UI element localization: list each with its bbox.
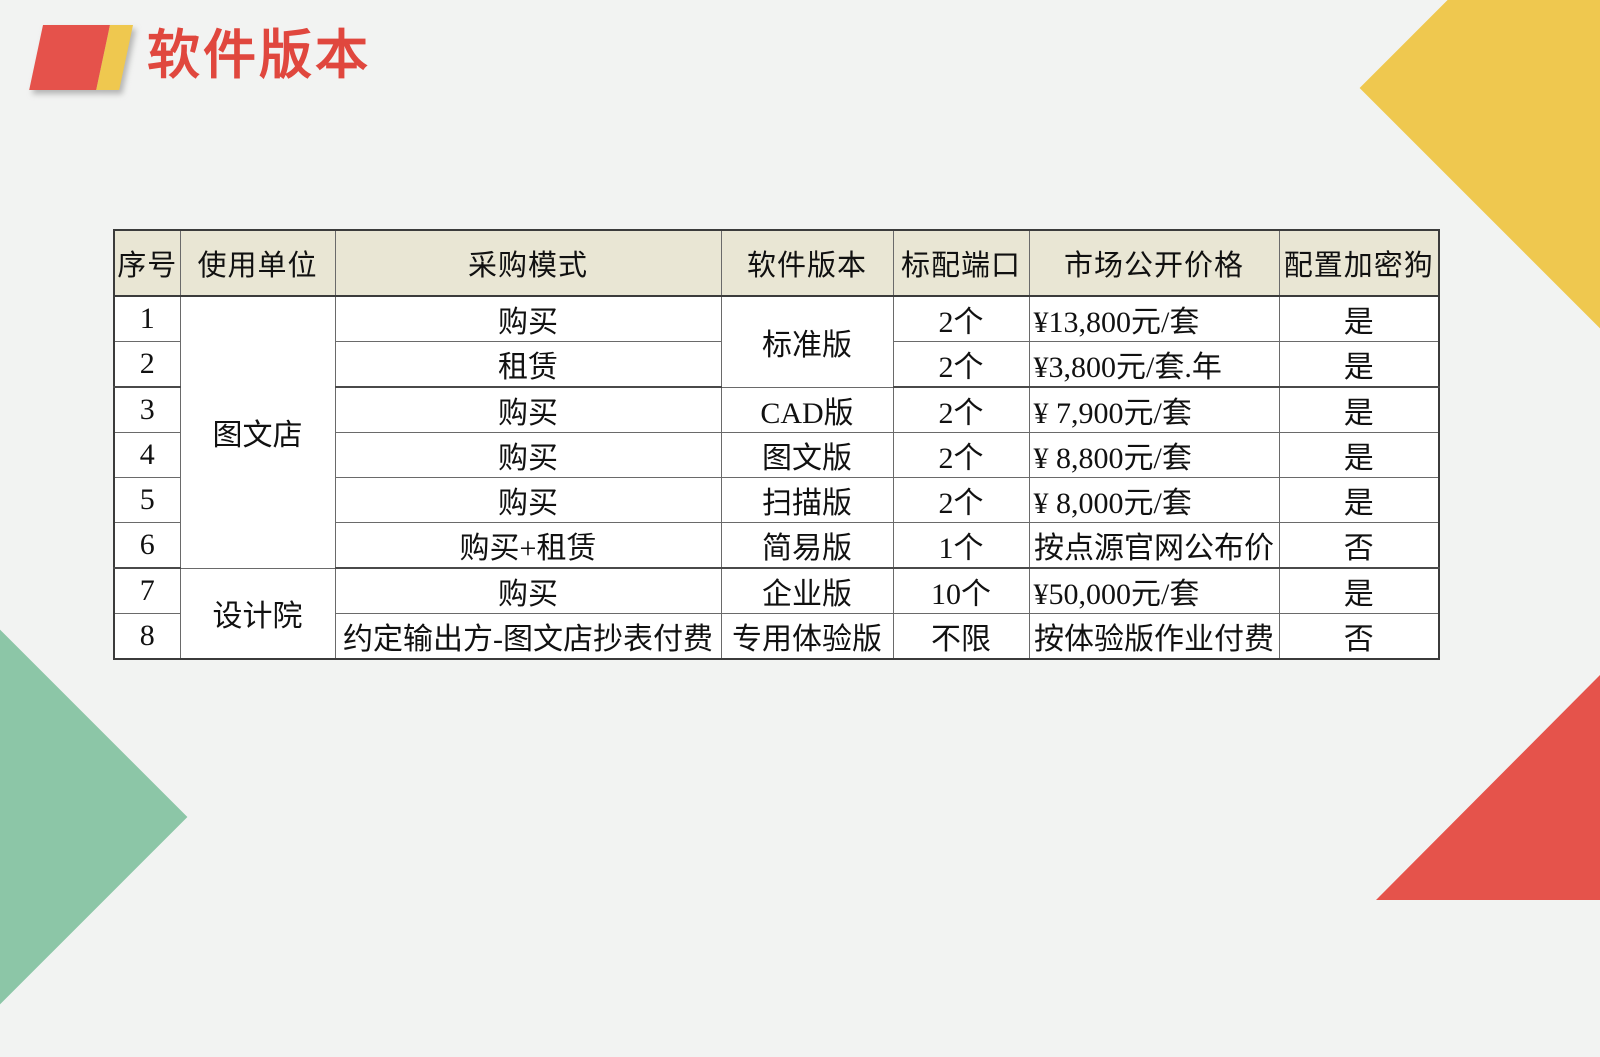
red-triangle-decoration bbox=[1376, 675, 1600, 900]
table-header-row: 序号 使用单位 采购模式 软件版本 标配端口 市场公开价格 配置加密狗 bbox=[113, 229, 1440, 297]
cell-ports: 2个 bbox=[892, 341, 1030, 388]
cell-dongle: 是 bbox=[1278, 567, 1440, 614]
cell-serial: 4 bbox=[113, 432, 181, 478]
cell-price: 按点源官网公布价 bbox=[1028, 522, 1280, 569]
cell-mode: 约定输出方-图文店抄表付费 bbox=[334, 613, 722, 660]
cell-serial: 3 bbox=[113, 386, 181, 433]
cell-price: 按体验版作业付费 bbox=[1028, 613, 1280, 660]
cell-version: 简易版 bbox=[720, 522, 894, 569]
header-version: 软件版本 bbox=[720, 229, 894, 297]
cell-ports: 2个 bbox=[892, 477, 1030, 523]
header-unit: 使用单位 bbox=[179, 229, 336, 297]
cell-dongle: 是 bbox=[1278, 341, 1440, 388]
cell-serial: 8 bbox=[113, 613, 181, 660]
page-title: 软件版本 bbox=[147, 26, 371, 85]
cell-unit: 图文店 bbox=[179, 295, 336, 569]
cell-ports: 10个 bbox=[892, 567, 1030, 614]
cell-mode: 购买 bbox=[334, 432, 722, 478]
cell-mode: 购买 bbox=[334, 295, 722, 342]
cell-price: ¥ 8,000元/套 bbox=[1028, 477, 1280, 523]
table-row: 8 约定输出方-图文店抄表付费 专用体验版 不限 按体验版作业付费 否 bbox=[113, 613, 1440, 660]
cell-mode: 购买+租赁 bbox=[334, 522, 722, 569]
table-row: 4 购买 图文版 2个 ¥ 8,800元/套 是 bbox=[113, 432, 1440, 478]
cell-serial: 1 bbox=[113, 295, 181, 342]
cell-mode: 购买 bbox=[334, 477, 722, 523]
cell-version: 扫描版 bbox=[720, 477, 894, 523]
cell-price: ¥ 8,800元/套 bbox=[1028, 432, 1280, 478]
cell-ports: 2个 bbox=[892, 432, 1030, 478]
header-dongle: 配置加密狗 bbox=[1278, 229, 1440, 297]
cell-price: ¥3,800元/套.年 bbox=[1028, 341, 1280, 388]
cell-dongle: 否 bbox=[1278, 522, 1440, 569]
table-row: 7 设计院 购买 企业版 10个 ¥50,000元/套 是 bbox=[113, 567, 1440, 660]
software-version-table: 序号 使用单位 采购模式 软件版本 标配端口 市场公开价格 配置加密狗 1 图文… bbox=[113, 229, 1440, 660]
cell-serial: 5 bbox=[113, 477, 181, 523]
header-serial: 序号 bbox=[113, 229, 181, 297]
cell-dongle: 是 bbox=[1278, 386, 1440, 433]
header-ports: 标配端口 bbox=[892, 229, 1030, 297]
cell-version: CAD版 bbox=[720, 386, 894, 433]
table-row: 5 购买 扫描版 2个 ¥ 8,000元/套 是 bbox=[113, 477, 1440, 523]
header-mode: 采购模式 bbox=[334, 229, 722, 297]
cell-serial: 2 bbox=[113, 341, 181, 388]
cell-dongle: 否 bbox=[1278, 613, 1440, 660]
cell-version: 标准版 bbox=[720, 295, 894, 388]
cell-price: ¥50,000元/套 bbox=[1028, 567, 1280, 614]
cell-ports: 2个 bbox=[892, 295, 1030, 342]
cell-price: ¥ 7,900元/套 bbox=[1028, 386, 1280, 433]
cell-dongle: 是 bbox=[1278, 477, 1440, 523]
cell-dongle: 是 bbox=[1278, 432, 1440, 478]
cell-price: ¥13,800元/套 bbox=[1028, 295, 1280, 342]
cell-ports: 1个 bbox=[892, 522, 1030, 569]
header-price: 市场公开价格 bbox=[1028, 229, 1280, 297]
cell-version: 专用体验版 bbox=[720, 613, 894, 660]
cell-ports: 不限 bbox=[892, 613, 1030, 660]
cell-version: 图文版 bbox=[720, 432, 894, 478]
cell-mode: 租赁 bbox=[334, 341, 722, 388]
cell-version: 企业版 bbox=[720, 567, 894, 614]
table-row: 6 购买+租赁 简易版 1个 按点源官网公布价 否 bbox=[113, 522, 1440, 569]
cell-mode: 购买 bbox=[334, 386, 722, 433]
table-row: 1 图文店 购买 标准版 2个 ¥13,800元/套 是 bbox=[113, 295, 1440, 569]
cell-mode: 购买 bbox=[334, 567, 722, 614]
table-row: 2 租赁 2个 ¥3,800元/套.年 是 bbox=[113, 341, 1440, 388]
cell-dongle: 是 bbox=[1278, 295, 1440, 342]
cell-serial: 7 bbox=[113, 567, 181, 614]
table-row: 3 购买 CAD版 2个 ¥ 7,900元/套 是 bbox=[113, 386, 1440, 433]
cell-ports: 2个 bbox=[892, 386, 1030, 433]
cell-unit: 设计院 bbox=[179, 567, 336, 660]
cell-serial: 6 bbox=[113, 522, 181, 569]
